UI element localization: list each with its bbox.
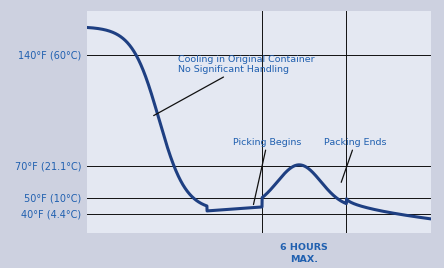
Text: 40°F (4.4°C): 40°F (4.4°C) [21,209,81,219]
Text: 70°F (21.1°C): 70°F (21.1°C) [15,161,81,172]
Text: Cooling in Original Container
No Significant Handling: Cooling in Original Container No Signifi… [154,55,314,116]
Text: Picking Begins: Picking Begins [233,138,301,204]
Text: 50°F (10°C): 50°F (10°C) [24,193,81,203]
Text: Packing Ends: Packing Ends [324,138,386,182]
Text: 140°F (60°C): 140°F (60°C) [18,50,81,60]
Text: 6 HOURS
MAX.: 6 HOURS MAX. [280,243,328,264]
